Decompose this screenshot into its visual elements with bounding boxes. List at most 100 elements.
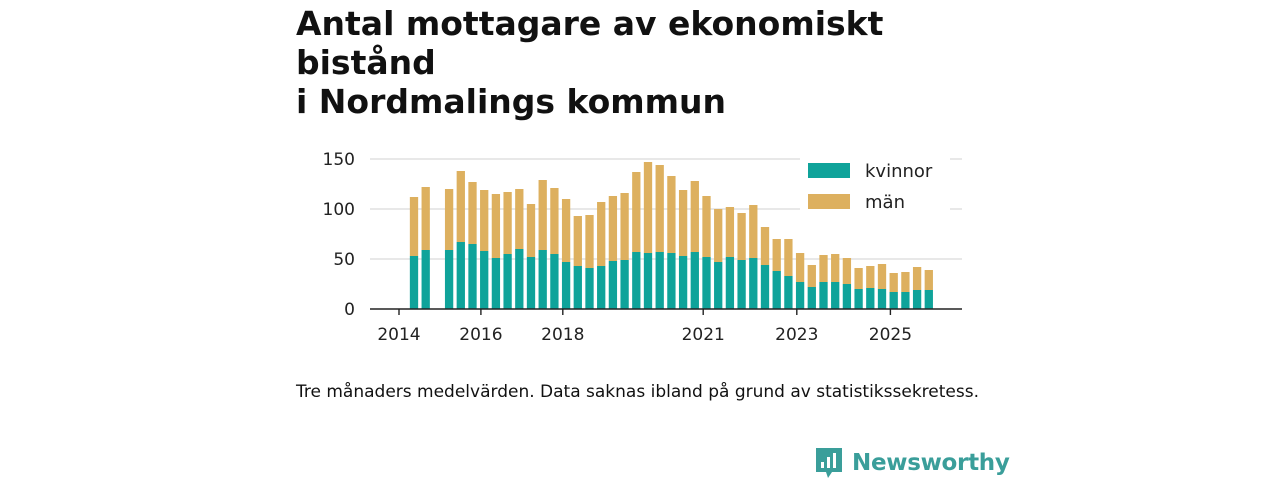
bar-man xyxy=(655,165,664,252)
bar-man xyxy=(409,197,419,256)
bar-man xyxy=(620,193,629,260)
chart-title-line-2: i Nordmalings kommun xyxy=(296,82,726,121)
bar-kvinnor xyxy=(866,288,875,309)
bar-man xyxy=(690,181,699,252)
bar-kvinnor xyxy=(842,284,852,309)
bar-man xyxy=(538,180,547,250)
bar-kvinnor xyxy=(912,290,922,309)
bar-man xyxy=(702,196,711,257)
bar-kvinnor xyxy=(421,250,430,309)
x-tick-label: 2025 xyxy=(869,325,912,345)
bar-man xyxy=(725,207,735,257)
brand-name: Newsworthy xyxy=(852,450,1010,476)
bar-man xyxy=(608,196,618,261)
x-tick-label: 2014 xyxy=(377,325,420,345)
y-tick-label: 0 xyxy=(344,300,355,320)
x-tick-label: 2021 xyxy=(682,325,725,345)
bar-kvinnor xyxy=(468,244,477,309)
y-tick-label: 50 xyxy=(333,250,355,270)
bar-kvinnor xyxy=(749,258,758,309)
chart-title: Antal mottagare av ekonomiskt bistånd i … xyxy=(296,4,1016,121)
bar-man xyxy=(912,267,922,290)
bar-man xyxy=(503,192,512,254)
bar-man xyxy=(515,189,524,249)
bar-man xyxy=(924,270,933,290)
bar-man xyxy=(678,190,688,256)
bar-kvinnor xyxy=(456,242,465,309)
bar-man xyxy=(842,258,852,284)
newsworthy-logo: Newsworthy xyxy=(814,445,1010,481)
bar-kvinnor xyxy=(515,249,524,309)
bar-man xyxy=(632,172,641,252)
bar-man xyxy=(749,205,758,258)
legend-label: kvinnor xyxy=(865,161,933,182)
bar-kvinnor xyxy=(737,260,746,309)
bar-man xyxy=(772,239,781,271)
x-tick-label: 2023 xyxy=(775,325,818,345)
bar-kvinnor xyxy=(725,257,735,309)
legend-label: män xyxy=(865,192,905,213)
bar-kvinnor xyxy=(901,292,910,309)
bar-kvinnor xyxy=(772,271,781,309)
x-tick-label: 2016 xyxy=(459,325,502,345)
bar-kvinnor xyxy=(597,266,606,309)
y-tick-label: 150 xyxy=(323,150,355,170)
bar-man xyxy=(877,264,887,289)
bar-man xyxy=(444,189,454,250)
bar-kvinnor xyxy=(538,250,547,309)
bar-man xyxy=(573,216,582,266)
bar-man xyxy=(643,162,653,253)
bar-kvinnor xyxy=(585,268,594,309)
legend-swatch xyxy=(808,194,850,209)
bar-kvinnor xyxy=(550,254,559,309)
bar-man xyxy=(667,176,676,253)
bar-kvinnor xyxy=(409,256,419,309)
x-tick-label: 2018 xyxy=(541,325,584,345)
bar-kvinnor xyxy=(831,282,840,309)
bar-kvinnor xyxy=(620,260,629,309)
bar-man xyxy=(866,266,875,288)
bar-kvinnor xyxy=(690,252,699,309)
bar-man xyxy=(550,188,559,254)
bar-kvinnor xyxy=(491,258,501,309)
bar-kvinnor xyxy=(480,251,489,309)
bar-kvinnor xyxy=(608,261,618,309)
bar-kvinnor xyxy=(643,253,653,309)
bar-man xyxy=(456,171,465,242)
legend-swatch xyxy=(808,163,850,178)
bar-kvinnor xyxy=(667,253,676,309)
bar-kvinnor xyxy=(807,287,816,309)
bar-man xyxy=(889,273,898,292)
bar-kvinnor xyxy=(526,257,536,309)
bar-man xyxy=(760,227,770,265)
bar-kvinnor xyxy=(877,289,887,309)
bar-man xyxy=(784,239,793,276)
bar-man xyxy=(526,204,536,257)
bar-man xyxy=(737,213,746,260)
bar-man xyxy=(819,255,828,282)
bar-man xyxy=(421,187,430,250)
bar-man xyxy=(597,202,606,266)
bar-man xyxy=(468,182,477,244)
bar-kvinnor xyxy=(561,262,571,309)
chart-title-line-1: Antal mottagare av ekonomiskt bistånd xyxy=(296,4,884,82)
bar-man xyxy=(901,272,910,292)
bar-man xyxy=(491,194,501,258)
bar-kvinnor xyxy=(573,266,582,309)
bar-kvinnor xyxy=(819,282,828,309)
bar-kvinnor xyxy=(503,254,512,309)
newsworthy-logo-icon xyxy=(816,448,842,478)
y-tick-label: 100 xyxy=(323,200,355,220)
bar-kvinnor xyxy=(702,257,711,309)
bar-kvinnor xyxy=(714,262,723,309)
bar-kvinnor xyxy=(760,265,770,309)
bar-man xyxy=(480,190,489,251)
bar-kvinnor xyxy=(678,256,688,309)
chart-caption: Tre månaders medelvärden. Data saknas ib… xyxy=(296,382,979,402)
bar-man xyxy=(561,199,571,262)
bar-kvinnor xyxy=(924,290,933,309)
bar-kvinnor xyxy=(889,292,898,309)
bar-man xyxy=(831,254,840,282)
bar-kvinnor xyxy=(655,252,664,309)
